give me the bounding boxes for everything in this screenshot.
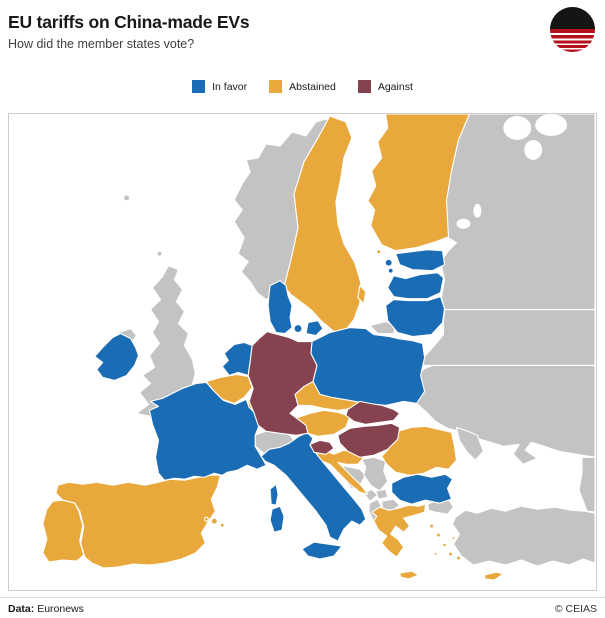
country-latvia bbox=[387, 272, 445, 300]
aegean-island bbox=[435, 532, 442, 538]
country-lithuania bbox=[385, 296, 446, 338]
legend-item-against: Against bbox=[357, 80, 413, 93]
white-sea bbox=[524, 139, 543, 160]
footer-source: Data: Euronews bbox=[8, 603, 84, 615]
page-subtitle: How did the member states vote? bbox=[8, 37, 195, 51]
aegean-island bbox=[447, 551, 454, 557]
europe-choropleth-map bbox=[42, 114, 596, 581]
aegean-island bbox=[451, 536, 456, 541]
region-caucasus bbox=[578, 456, 596, 513]
country-croatia bbox=[313, 449, 369, 495]
island-zealand bbox=[305, 320, 324, 337]
country-hungary bbox=[337, 422, 401, 458]
islands-shetland bbox=[156, 250, 163, 257]
footer-divider bbox=[0, 597, 605, 598]
islands-faroe bbox=[123, 194, 131, 202]
island-saaremaa bbox=[384, 258, 393, 267]
against-label: Against bbox=[377, 80, 413, 93]
island-sicily bbox=[301, 541, 343, 560]
island-menorca bbox=[219, 522, 225, 528]
country-greece bbox=[371, 503, 427, 558]
footer-source-label: Data: bbox=[8, 603, 35, 615]
page-title: EU tariffs on China-made EVs bbox=[8, 12, 250, 32]
footer-source-value: Euronews bbox=[37, 603, 84, 615]
country-belarus bbox=[422, 309, 596, 367]
country-poland bbox=[310, 327, 426, 406]
country-estonia bbox=[395, 249, 446, 272]
island-funen bbox=[293, 324, 303, 334]
legend: In favor Abstained Against bbox=[0, 80, 605, 93]
country-germany bbox=[247, 330, 318, 436]
island-hiiumaa bbox=[387, 267, 394, 274]
island-aland bbox=[376, 249, 382, 255]
in-favor-swatch-icon bbox=[192, 80, 206, 93]
ceias-logo-icon bbox=[550, 7, 595, 52]
country-ireland bbox=[94, 332, 140, 381]
island-ibiza bbox=[203, 516, 209, 522]
aegean-island bbox=[429, 523, 435, 529]
lake-ladoga bbox=[456, 218, 471, 229]
map-panel bbox=[8, 113, 597, 591]
in-favor-label: In favor bbox=[212, 80, 248, 93]
country-spain bbox=[55, 474, 221, 569]
white-sea bbox=[535, 114, 568, 136]
country-russia bbox=[439, 114, 596, 311]
country-slovenia bbox=[309, 439, 335, 455]
aegean-island bbox=[433, 552, 438, 557]
country-denmark bbox=[267, 280, 293, 335]
country-netherlands bbox=[221, 341, 253, 376]
country-turkey bbox=[451, 505, 596, 567]
island-corsica bbox=[269, 483, 279, 506]
island-crete bbox=[399, 570, 420, 580]
lake-onega bbox=[473, 203, 482, 218]
aegean-island bbox=[455, 555, 462, 561]
legend-item-in-favor: In favor bbox=[192, 80, 247, 93]
country-france bbox=[148, 381, 267, 481]
country-moldova bbox=[455, 426, 484, 461]
island-mallorca bbox=[210, 517, 218, 525]
footer-credit: © CEIAS bbox=[554, 603, 597, 615]
country-portugal bbox=[42, 499, 85, 563]
white-sea bbox=[503, 115, 532, 140]
country-cyprus bbox=[483, 571, 504, 581]
abstained-swatch-icon bbox=[269, 80, 283, 93]
country-finland bbox=[367, 114, 470, 252]
island-sardinia bbox=[269, 505, 285, 533]
country-serbia bbox=[361, 456, 389, 492]
country-bulgaria bbox=[391, 473, 454, 505]
abstained-label: Abstained bbox=[289, 80, 336, 93]
country-slovakia bbox=[345, 400, 401, 425]
legend-item-abstained: Abstained bbox=[269, 80, 336, 93]
against-swatch-icon bbox=[357, 80, 371, 93]
country-kosovo bbox=[375, 488, 389, 500]
aegean-island bbox=[442, 542, 447, 548]
island-gotland bbox=[357, 285, 367, 305]
country-romania bbox=[381, 425, 458, 476]
